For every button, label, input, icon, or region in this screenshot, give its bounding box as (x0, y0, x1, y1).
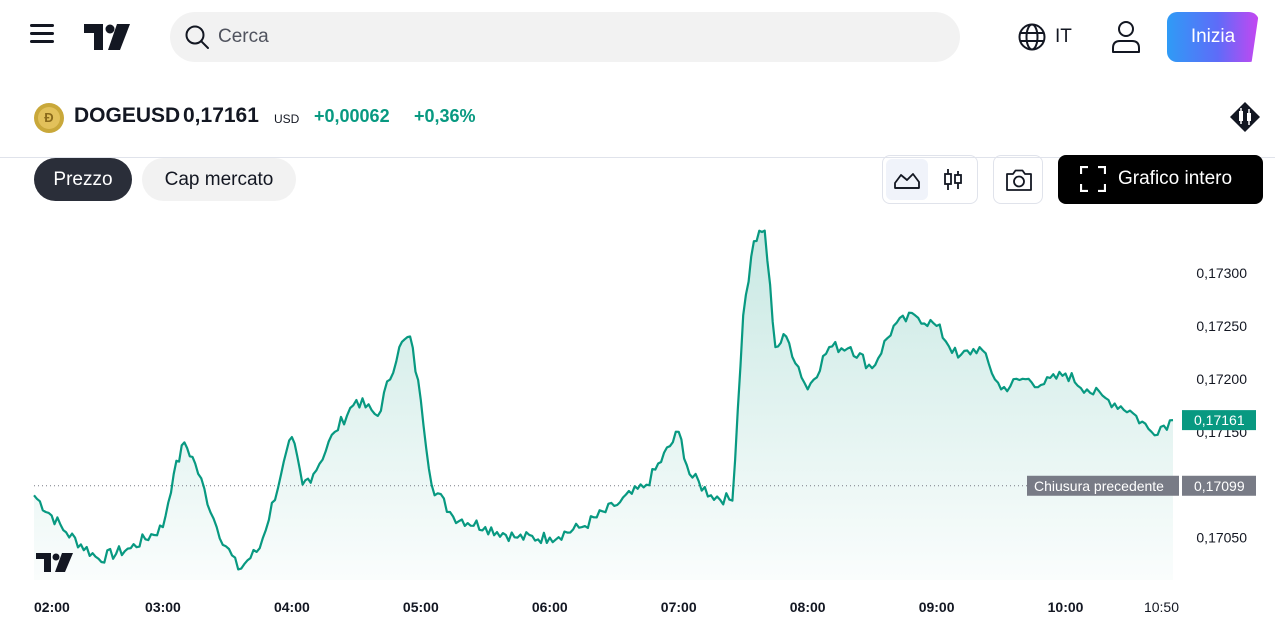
y-axis-tick-label: 0,17050 (1196, 530, 1247, 546)
x-axis-tick-label: 10:00 (1048, 599, 1084, 615)
x-axis-tick-label: 08:00 (790, 599, 826, 615)
x-axis-tick-label: 02:00 (34, 599, 70, 615)
price-change-percent: +0,36% (414, 106, 476, 126)
price-change: +0,00062 (314, 106, 390, 126)
language-selector[interactable]: IT (1017, 22, 1072, 52)
search-bar[interactable] (170, 12, 960, 62)
tab-market-cap[interactable]: Cap mercato (142, 158, 296, 201)
search-input[interactable] (218, 12, 938, 62)
previous-close-tag: Chiusura precedente 0,17099 (1027, 475, 1256, 496)
chart-watermark-logo (36, 553, 73, 572)
symbol-header: Ð DOGEUSD 0,17161 USD +0,00062 +0,36% (0, 94, 1275, 140)
user-icon[interactable] (1110, 20, 1142, 54)
tradingview-logo[interactable] (84, 24, 132, 50)
x-axis-tick-label: 03:00 (145, 599, 181, 615)
snapshot-button[interactable] (993, 155, 1043, 204)
header-divider (0, 157, 1275, 158)
fullscreen-chart-button[interactable]: Grafico intero (1058, 155, 1263, 204)
current-price-tag: 0,17161 (1182, 410, 1256, 431)
fullscreen-label: Grafico intero (1118, 168, 1233, 189)
candlestick-icon (944, 169, 962, 190)
y-axis-tick-label: 0,17200 (1196, 371, 1247, 387)
symbol-ticker: DOGEUSD (74, 104, 181, 127)
x-axis-tick-label: 07:00 (661, 599, 697, 615)
y-axis-tick-label: 0,17300 (1196, 265, 1247, 281)
price-chart[interactable]: 0,17300 0,17250 0,17200 0,17150 0,17050 02:0… (0, 210, 1275, 622)
language-label: IT (1055, 26, 1072, 47)
last-price: 0,17161 (183, 104, 259, 127)
current-price-value: 0,17161 (1194, 412, 1245, 428)
globe-icon (1018, 23, 1046, 51)
top-header: IT Inizia (0, 0, 1275, 74)
dogecoin-logo: Ð (34, 103, 64, 133)
alert-icon[interactable] (1228, 100, 1262, 134)
x-axis-tick-label: 10:50 (1144, 599, 1179, 615)
start-button[interactable]: Inizia (1167, 12, 1259, 62)
candlestick-chart-button[interactable] (932, 159, 974, 200)
hamburger-menu-icon[interactable] (30, 24, 60, 50)
area-chart-icon (894, 173, 920, 189)
tab-price[interactable]: Prezzo (34, 158, 132, 201)
price-line (33, 229, 1174, 571)
price-area-fill (34, 230, 1173, 580)
area-chart-button[interactable] (886, 159, 928, 200)
x-axis-tick-label: 09:00 (919, 599, 955, 615)
search-icon (185, 25, 209, 49)
x-axis-tick-label: 05:00 (403, 599, 439, 615)
camera-icon (1006, 169, 1032, 191)
chart-type-group (882, 155, 978, 204)
x-axis-tick-label: 06:00 (532, 599, 568, 615)
fullscreen-icon (1080, 166, 1106, 192)
y-axis-tick-label: 0,17250 (1196, 318, 1247, 334)
price-currency: USD (274, 112, 300, 126)
previous-close-value: 0,17099 (1194, 478, 1245, 494)
previous-close-text: Chiusura precedente (1034, 478, 1164, 494)
x-axis-tick-label: 04:00 (274, 599, 310, 615)
